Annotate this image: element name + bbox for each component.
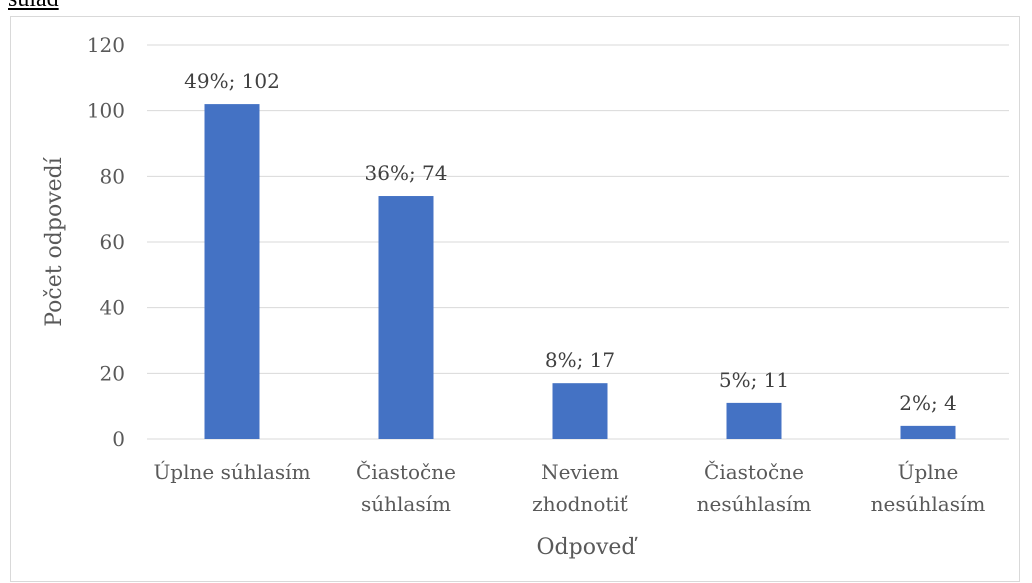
chart-frame: 0 20 40 60 80 100 120 49%; 102 36%; 74 8%; 17 5%;… <box>10 16 1020 582</box>
y-tick-label: 0 <box>112 427 125 451</box>
x-category-label: nesúhlasím <box>871 492 986 516</box>
x-axis-category-labels: Úplne súhlasím Čiastočne súhlasím Neviem zho… <box>153 459 985 516</box>
data-label: 36%; 74 <box>365 161 448 185</box>
x-category-label: Úplne <box>898 459 959 484</box>
y-tick-label: 60 <box>100 230 125 254</box>
bar-chart: 0 20 40 60 80 100 120 49%; 102 36%; 74 8%; 17 5%;… <box>42 33 1009 560</box>
data-label: 2%; 4 <box>899 391 957 415</box>
x-category-label: Čiastočne <box>704 459 804 484</box>
bar <box>378 196 434 439</box>
x-category-label: súhlasím <box>361 492 451 516</box>
x-axis-title: Odpoveď <box>537 535 639 560</box>
x-category-label: zhodnotiť <box>532 492 628 516</box>
bar <box>552 383 608 439</box>
bar <box>204 104 260 439</box>
data-label: 5%; 11 <box>719 368 789 392</box>
bar-series <box>204 104 956 439</box>
y-axis-title: Počet odpovedí <box>42 156 67 327</box>
x-category-label: Neviem <box>541 460 619 484</box>
page-fragment-heading: súlad <box>8 0 59 13</box>
data-label: 49%; 102 <box>184 69 280 93</box>
x-category-label: Čiastočne <box>356 459 456 484</box>
x-category-label: Úplne súhlasím <box>153 459 310 484</box>
y-tick-label: 120 <box>87 33 125 57</box>
y-tick-label: 80 <box>100 164 125 188</box>
data-label: 8%; 17 <box>545 348 615 372</box>
y-tick-label: 20 <box>100 361 125 385</box>
data-labels: 49%; 102 36%; 74 8%; 17 5%; 11 2%; 4 <box>184 69 957 415</box>
y-tick-label: 40 <box>100 296 125 320</box>
y-axis-tick-labels: 0 20 40 60 80 100 120 <box>87 33 125 451</box>
x-category-label: nesúhlasím <box>697 492 812 516</box>
bar <box>900 425 956 439</box>
gridlines <box>147 44 1009 440</box>
bar <box>726 402 782 439</box>
y-tick-label: 100 <box>87 99 125 123</box>
